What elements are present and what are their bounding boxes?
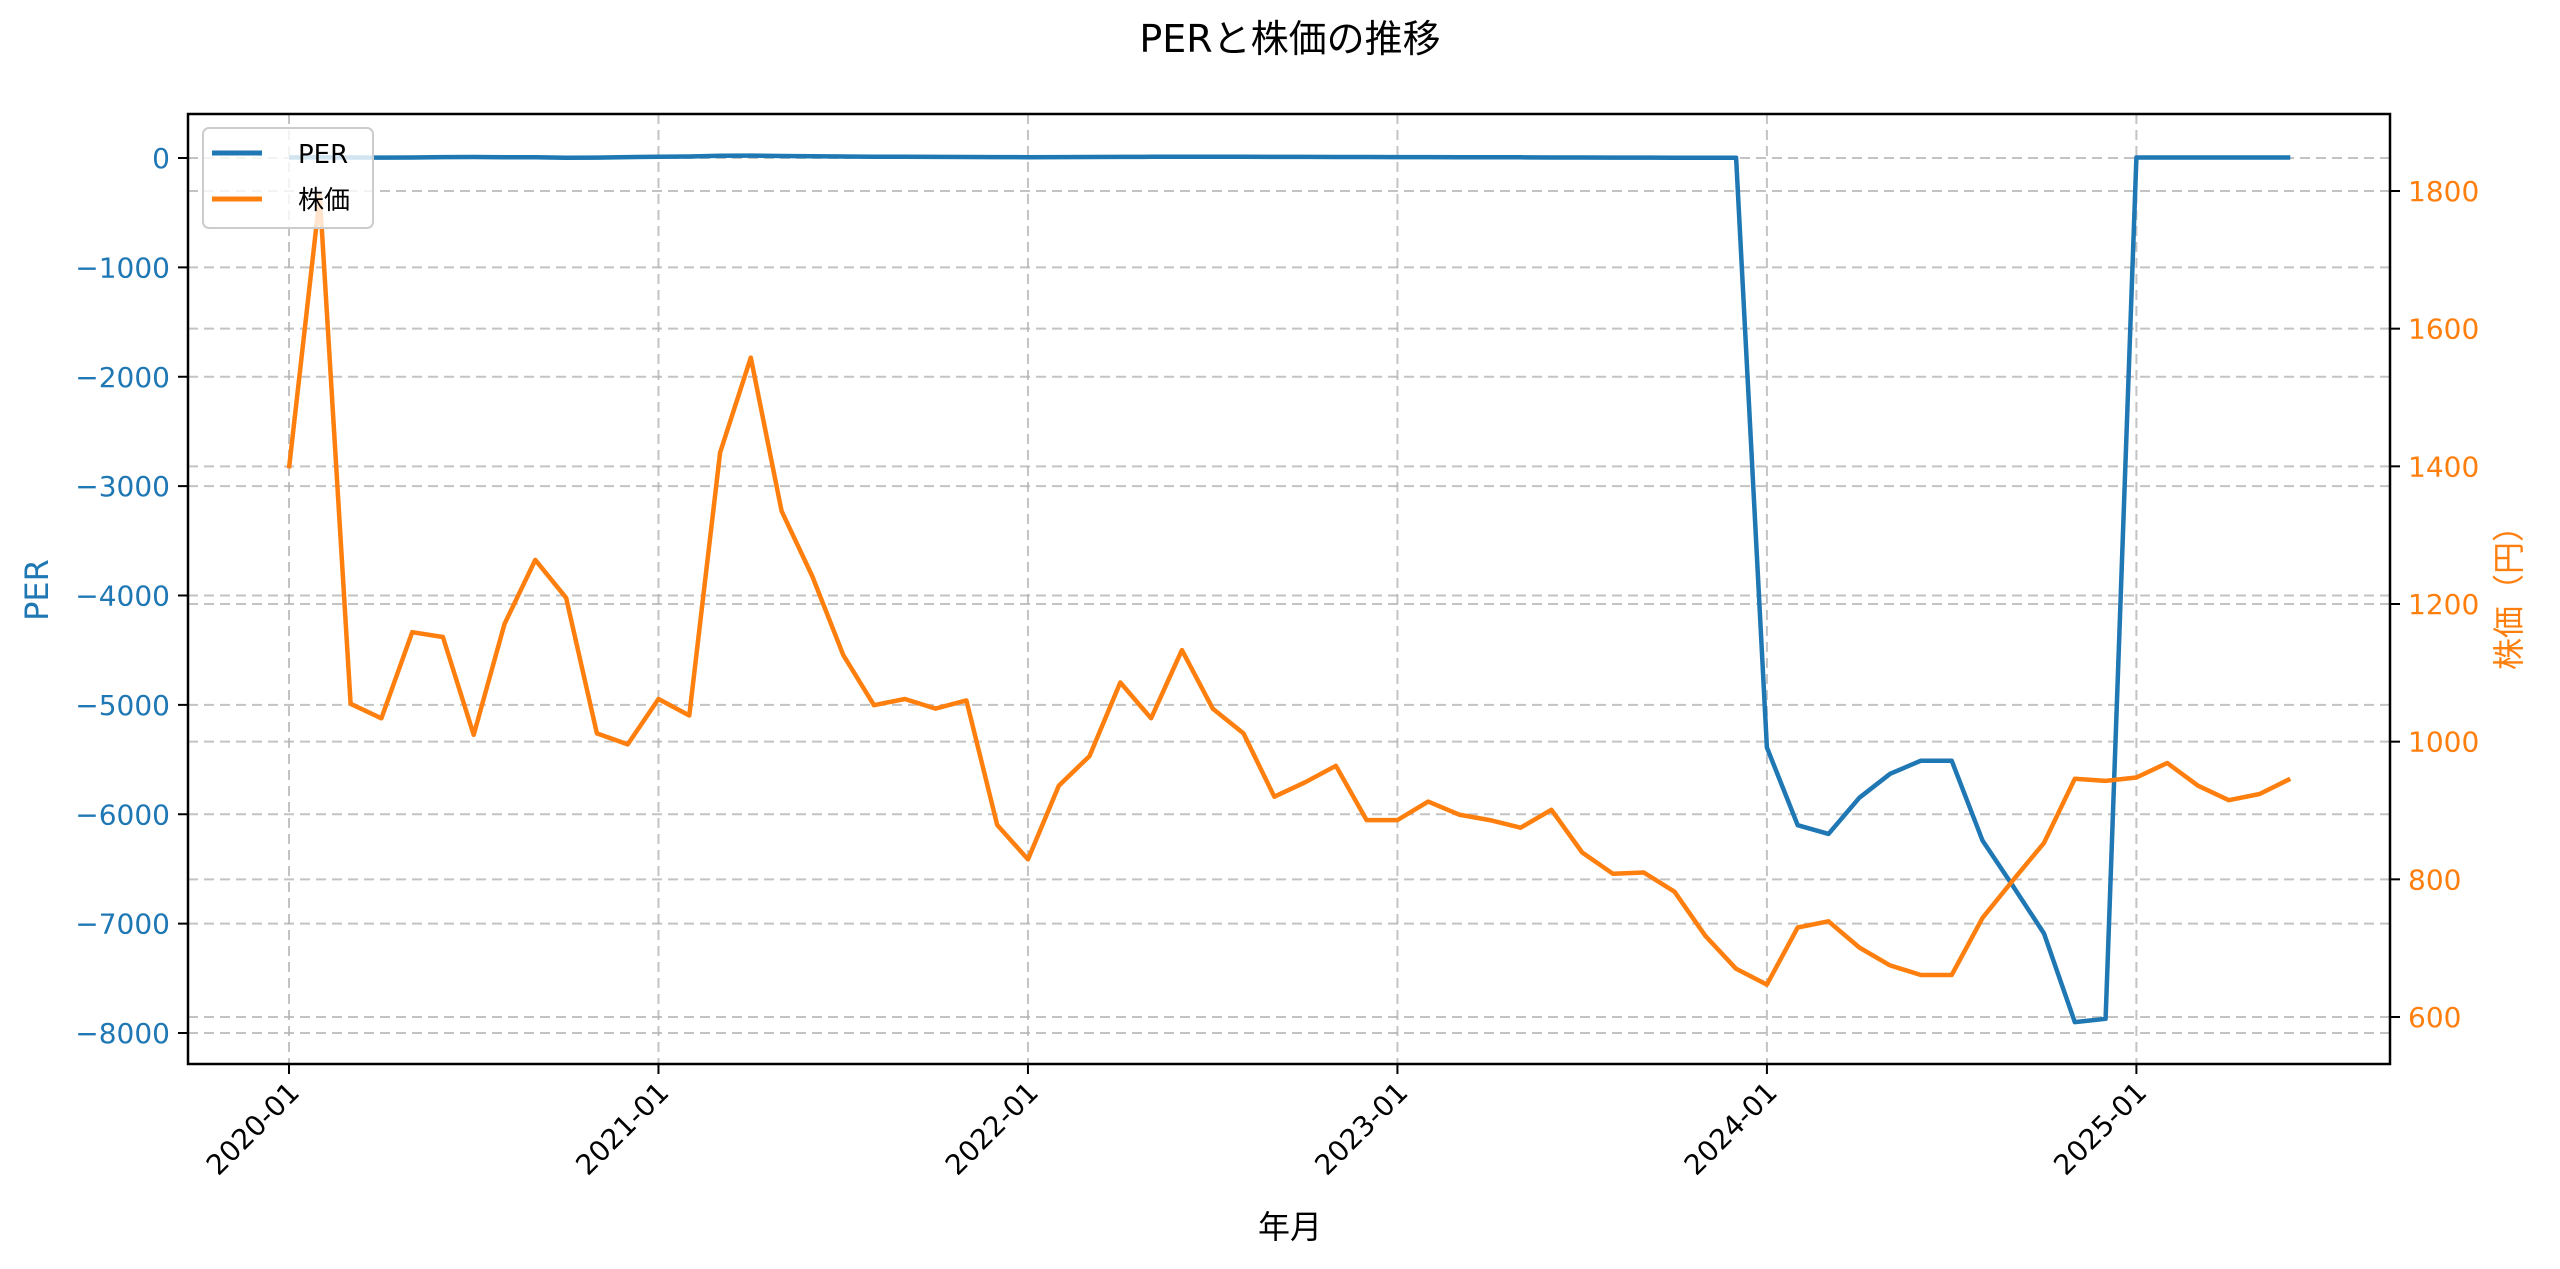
series-lines bbox=[286, 153, 2292, 1025]
left-tick-label: −5000 bbox=[75, 689, 170, 722]
left-y-axis-label: PER bbox=[18, 559, 56, 621]
left-tick-label: −8000 bbox=[75, 1017, 170, 1050]
x-tick-label: 2025-01 bbox=[2047, 1076, 2153, 1182]
left-tick-label: −1000 bbox=[75, 251, 170, 284]
x-axis-label: 年月 bbox=[1258, 1208, 1322, 1246]
right-tick-label: 1600 bbox=[2408, 313, 2479, 346]
x-tick-label: 2020-01 bbox=[200, 1076, 306, 1182]
legend: PER 株価 bbox=[202, 127, 374, 229]
left-tick-label: −6000 bbox=[75, 798, 170, 831]
legend-price-label: 株価 bbox=[298, 186, 350, 216]
right-y-axis: 600 800 1000 1200 1400 1600 1800 bbox=[2390, 175, 2479, 1034]
left-tick-label: −4000 bbox=[75, 580, 170, 613]
grid-lines bbox=[188, 114, 2390, 1064]
right-tick-label: 1200 bbox=[2408, 588, 2479, 621]
chart-title: PERと株価の推移 bbox=[1139, 17, 1440, 61]
right-tick-label: 1000 bbox=[2408, 726, 2479, 759]
stock-price-line bbox=[286, 193, 2292, 987]
plot-frame bbox=[186, 112, 2392, 1066]
x-axis: 2020-01 2021-01 2022-01 2023-01 2024-01 2025-… bbox=[200, 1064, 2153, 1182]
left-tick-label: −2000 bbox=[75, 361, 170, 394]
x-tick-label: 2024-01 bbox=[1678, 1076, 1784, 1182]
right-tick-label: 600 bbox=[2408, 1001, 2461, 1034]
legend-per-label: PER bbox=[298, 140, 348, 170]
x-tick-label: 2022-01 bbox=[939, 1076, 1045, 1182]
x-tick-label: 2021-01 bbox=[569, 1076, 675, 1182]
x-tick-label: 2023-01 bbox=[1308, 1076, 1414, 1182]
left-y-axis: 0 −1000 −2000 −3000 −4000 −5000 −6000 −7000 −800… bbox=[75, 142, 188, 1050]
right-y-axis-label: 株価（円） bbox=[2490, 510, 2528, 670]
left-tick-label: −7000 bbox=[75, 908, 170, 941]
left-tick-label: −3000 bbox=[75, 470, 170, 503]
left-tick-label: 0 bbox=[152, 142, 170, 175]
per-line bbox=[288, 153, 2291, 1025]
right-tick-label: 1400 bbox=[2408, 450, 2479, 483]
right-tick-label: 1800 bbox=[2408, 175, 2479, 208]
right-tick-label: 800 bbox=[2408, 863, 2461, 896]
